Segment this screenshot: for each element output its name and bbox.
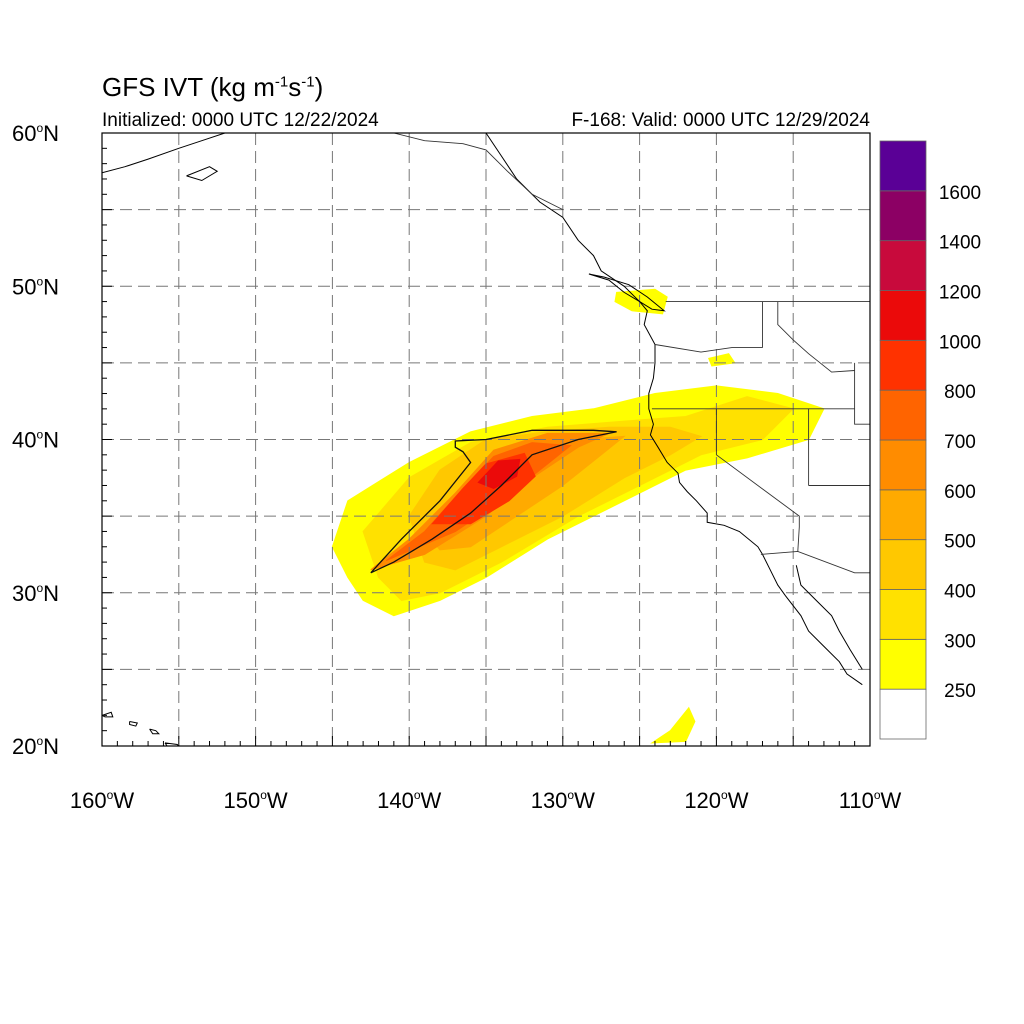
colorbar-label: 1000 xyxy=(939,332,981,353)
colorbar-label: 400 xyxy=(944,582,976,603)
colorbar-swatch xyxy=(879,688,927,740)
colorbar-swatch xyxy=(879,290,927,341)
colorbar-label: 500 xyxy=(944,532,976,553)
border-alaska-bc xyxy=(393,133,564,211)
colorbar-swatch xyxy=(879,589,927,640)
colorbar-label: 250 xyxy=(944,681,976,702)
lat-label: 30oN xyxy=(12,581,59,606)
colorbar-label: 600 xyxy=(944,482,976,503)
coastlines xyxy=(102,133,870,746)
lon-label: 150oW xyxy=(224,788,288,813)
coast-hawaii-3 xyxy=(149,728,161,735)
lat-label: 20oN xyxy=(12,734,59,759)
lon-label: 110oW xyxy=(839,788,902,813)
coast-van-island xyxy=(588,273,666,312)
coast-baja-inner xyxy=(795,565,863,670)
colorbar: 250 300 400 500 600 700 800 1000 1200 1400 1600 xyxy=(879,140,981,740)
colorbar-swatch xyxy=(879,539,927,590)
coast-na-coast xyxy=(485,133,863,686)
lon-label: 120oW xyxy=(684,788,748,813)
colorbar-swatch xyxy=(879,240,927,291)
colorbar-label: 1200 xyxy=(939,283,981,304)
colorbar-swatch xyxy=(879,140,927,192)
colorbar-swatch xyxy=(879,439,927,491)
lon-label: 130oW xyxy=(531,788,595,813)
ivt-region-wa-strip xyxy=(614,288,668,315)
ivt-region-oregon-blob xyxy=(708,353,736,367)
ivt-700-contour xyxy=(370,429,617,574)
coast-hawaii-2 xyxy=(129,721,139,727)
ivt-region-south-patch xyxy=(650,706,696,744)
colorbar-label: 1600 xyxy=(939,183,981,204)
coast-alaska xyxy=(102,133,226,174)
coast-hawaii-1 xyxy=(102,711,114,718)
colorbar-swatch xyxy=(879,638,927,690)
colorbar-label: 800 xyxy=(944,382,976,403)
border-wa-or xyxy=(654,344,763,353)
border-wy xyxy=(854,362,870,425)
colorbar-swatch xyxy=(879,389,927,441)
colorbar-label: 300 xyxy=(944,631,976,652)
latitude-labels: 60oN 50oN 40oN 30oN 20oN xyxy=(12,121,59,759)
lon-label: 140oW xyxy=(377,788,441,813)
border-id-mt xyxy=(777,301,855,373)
lat-label: 40oN xyxy=(12,428,59,453)
border-us-mex xyxy=(760,550,870,574)
lat-label: 50oN xyxy=(12,274,59,299)
coast-kodiak xyxy=(186,166,219,182)
colorbar-label: 1400 xyxy=(939,233,981,254)
colorbar-label: 700 xyxy=(944,432,976,453)
contour-line-700 xyxy=(370,429,617,574)
initialized-label: Initialized: 0000 UTC 12/22/2024 xyxy=(102,110,379,131)
map-title: GFS IVT (kg m-1s-1) xyxy=(102,72,324,102)
lat-label: 60oN xyxy=(12,121,59,146)
colorbar-swatch xyxy=(879,190,927,242)
ivt-shading xyxy=(331,288,825,744)
border-ca-nv xyxy=(715,408,800,552)
longitude-labels: 160oW 150oW 140oW 130oW 120oW 110oW xyxy=(70,788,902,813)
axis-ticks xyxy=(101,132,871,747)
colorbar-swatch xyxy=(879,339,927,391)
valid-time-label: F-168: Valid: 0000 UTC 12/29/2024 xyxy=(571,110,870,131)
lon-label: 160oW xyxy=(70,788,134,813)
coast-hawaii-4 xyxy=(164,742,179,746)
colorbar-swatch xyxy=(879,489,927,541)
